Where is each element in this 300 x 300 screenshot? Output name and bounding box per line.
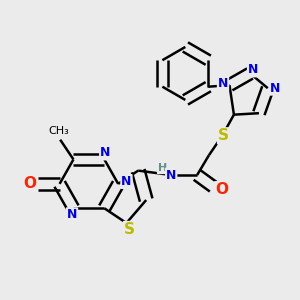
Text: O: O <box>215 182 228 197</box>
Text: O: O <box>23 176 36 191</box>
Text: N: N <box>67 208 77 221</box>
Text: H: H <box>158 163 167 173</box>
Text: N: N <box>100 146 110 159</box>
Text: N: N <box>270 82 280 95</box>
Text: N: N <box>121 175 132 188</box>
Text: N: N <box>166 169 176 182</box>
Text: S: S <box>218 128 229 143</box>
Text: S: S <box>124 222 135 237</box>
Text: N: N <box>218 77 228 90</box>
Text: CH₃: CH₃ <box>48 126 69 136</box>
Text: N: N <box>248 63 258 76</box>
